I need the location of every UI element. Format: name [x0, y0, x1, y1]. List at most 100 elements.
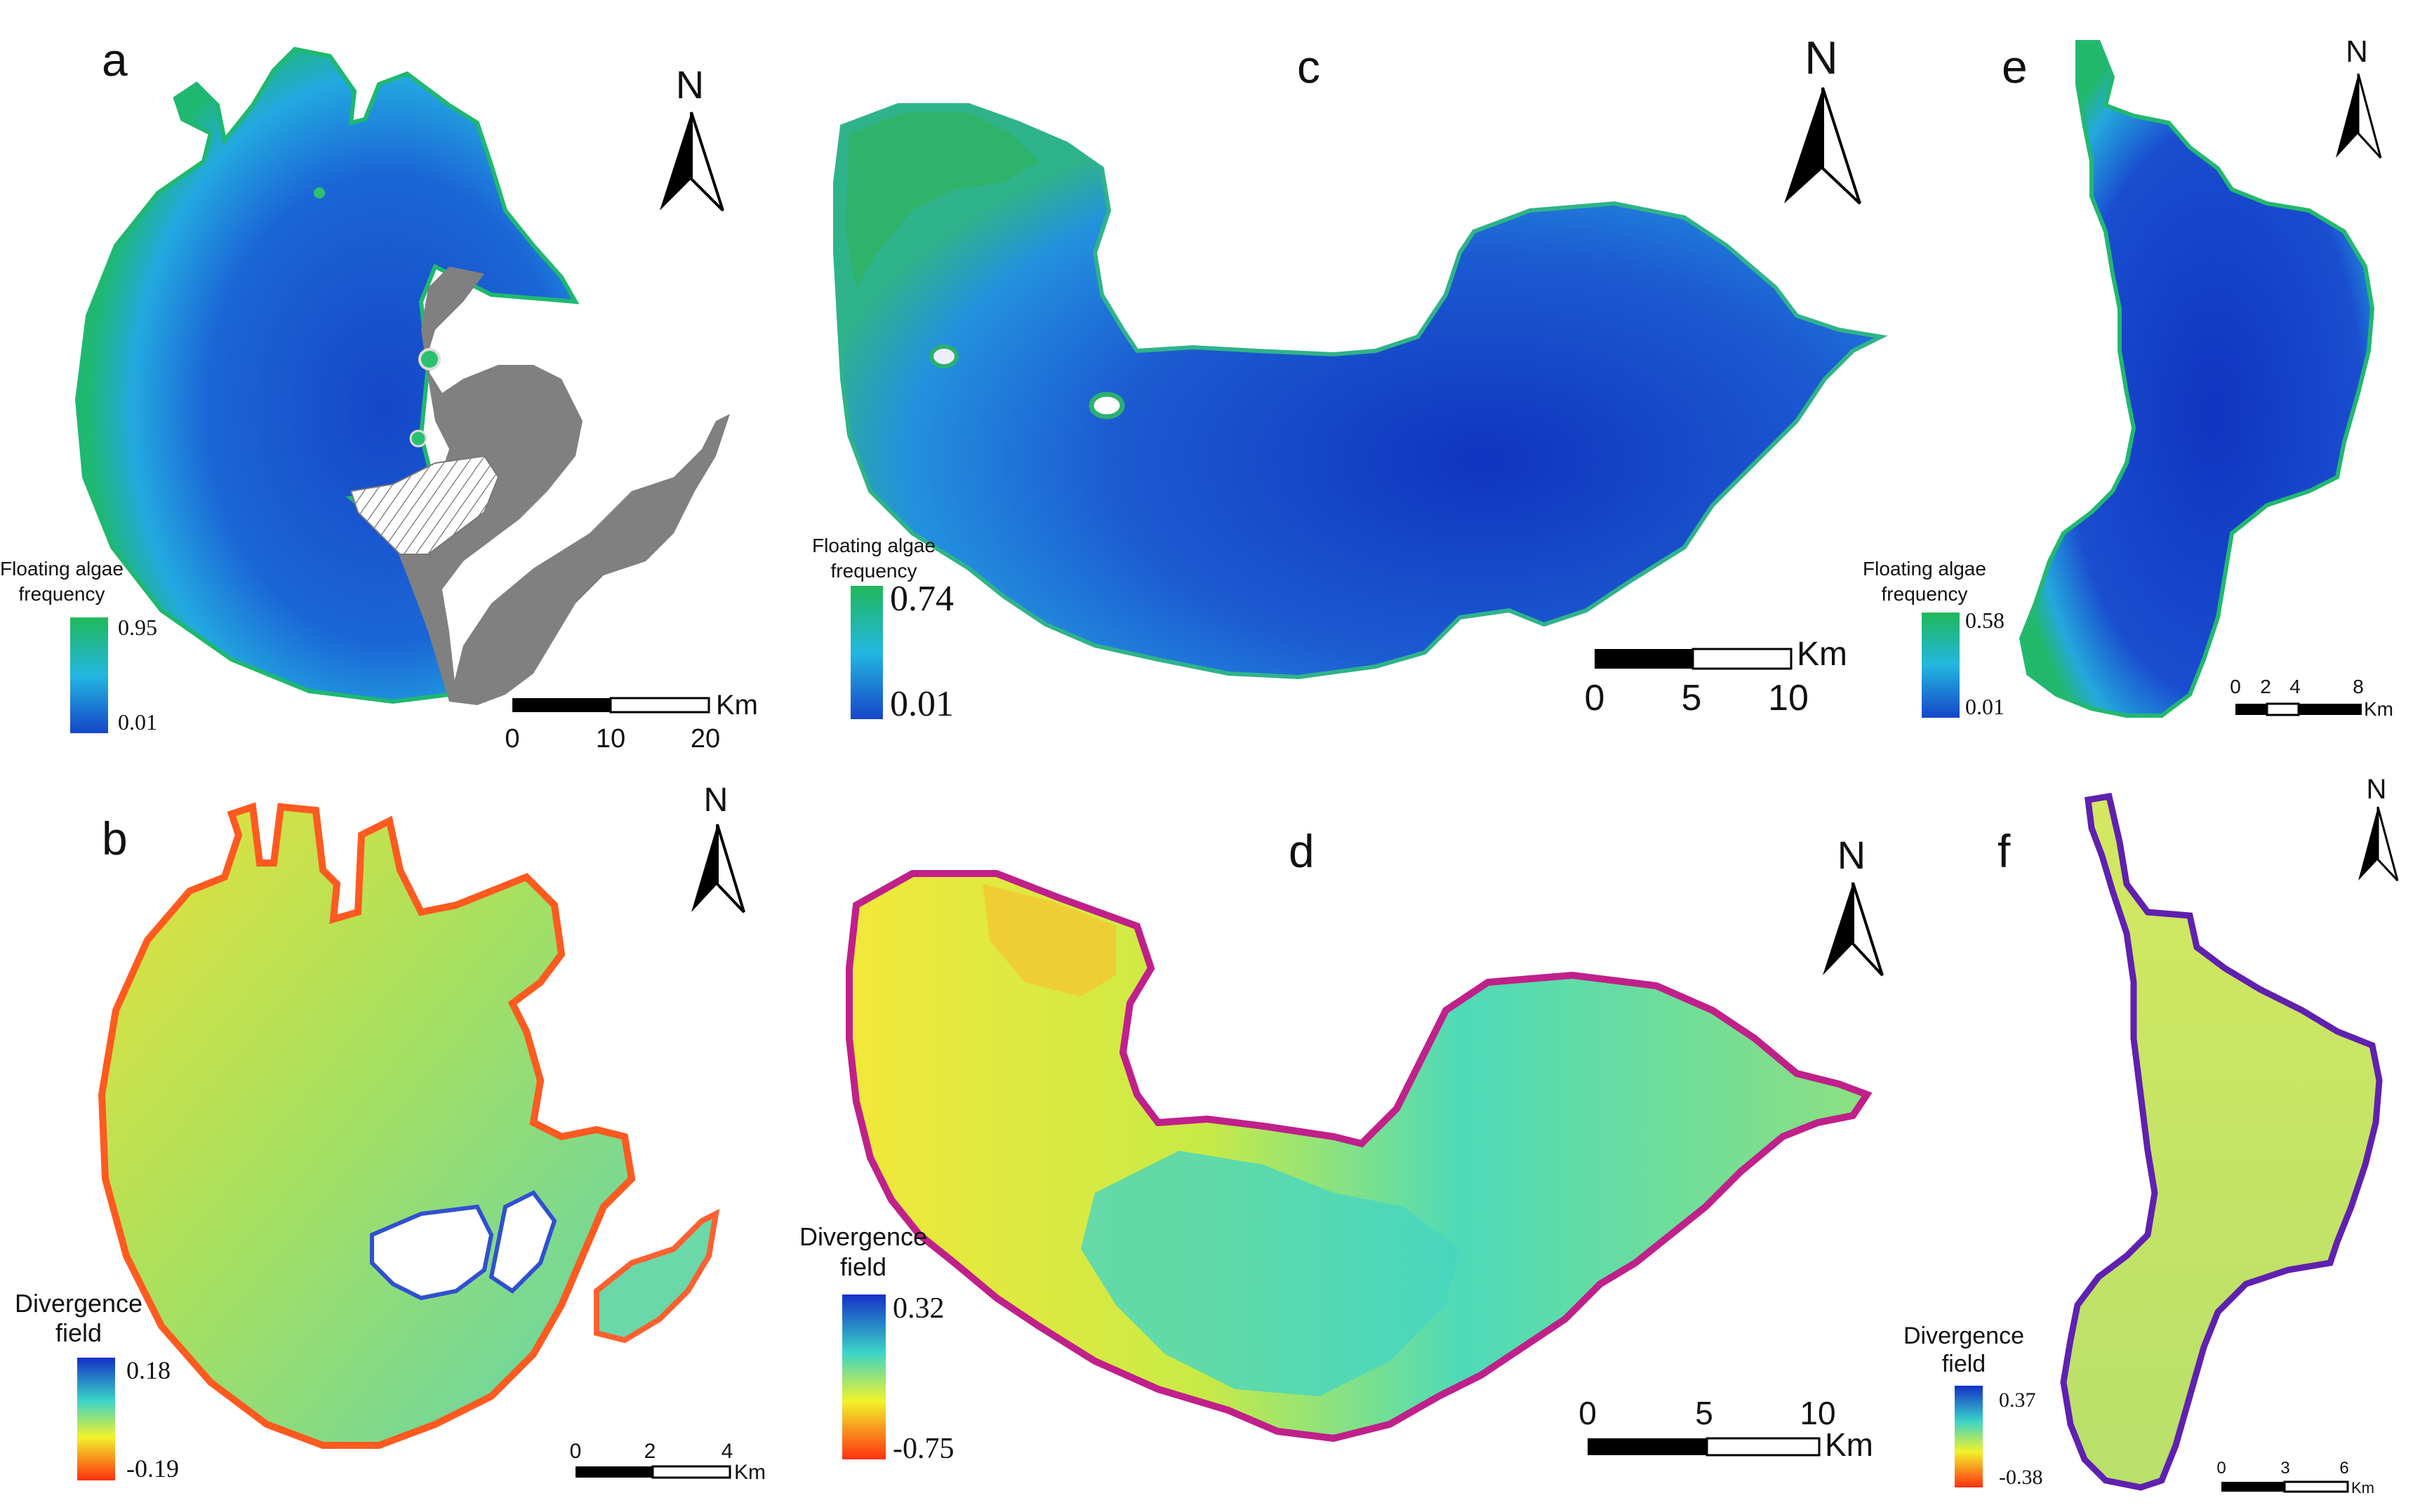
- scale-bar-a: 0 10 20 Km: [505, 690, 758, 754]
- legend-c-min: 0.01: [890, 684, 954, 724]
- lake-f-divergence-map: [2060, 792, 2383, 1491]
- legend-f: Divergence field 0.37 -0.38: [1903, 1323, 2042, 1489]
- island-c-1: [929, 344, 959, 368]
- scale-a-tick-1: 10: [596, 724, 625, 754]
- panel-e: [2019, 40, 2375, 718]
- legend-c-colorbar: [851, 586, 883, 719]
- north-arrow-b: N: [691, 782, 745, 914]
- north-arrow-e: N: [2336, 34, 2382, 159]
- legend-a-title-2: frequency: [19, 583, 105, 605]
- scale-b-unit: Km: [734, 1461, 766, 1484]
- legend-d-colorbar: [842, 1294, 886, 1459]
- gap-b-2: [488, 1190, 557, 1294]
- scale-d-unit: Km: [1825, 1426, 1873, 1463]
- north-label-c: N: [1804, 32, 1838, 83]
- scale-f-tick-0: 0: [2216, 1459, 2226, 1478]
- legend-a-max: 0.95: [118, 615, 157, 640]
- legend-f-colorbar: [1955, 1386, 1983, 1487]
- north-arrow-a: N: [660, 62, 724, 212]
- north-arrow-f: N: [2358, 774, 2399, 882]
- scale-b-tick-2: 4: [722, 1440, 733, 1463]
- scale-e-unit: Km: [2364, 698, 2393, 720]
- north-arrow-c: N: [1784, 32, 1861, 205]
- legend-e: Floating algae frequency 0.58 0.01: [1863, 558, 2005, 719]
- panel-letter-b: b: [102, 812, 128, 864]
- legend-b-title-2: field: [55, 1318, 102, 1347]
- legend-a-colorbar: [70, 617, 108, 733]
- legend-d-title-2: field: [840, 1252, 886, 1281]
- scale-b-tick-1: 2: [644, 1440, 656, 1463]
- scale-c-unit: Km: [1797, 636, 1847, 673]
- legend-c-title-1: Floating algae: [812, 535, 936, 556]
- hatched-zone-a: [350, 455, 500, 555]
- legend-a: Floating algae frequency 0.95 0.01: [0, 558, 157, 735]
- north-label-e: N: [2346, 34, 2368, 69]
- panel-letter-c: c: [1297, 41, 1320, 93]
- scale-bar-f: 0 3 6 Km: [2216, 1459, 2374, 1497]
- scale-d-tick-0: 0: [1578, 1395, 1597, 1431]
- scale-bar-d: 0 5 10 Km: [1578, 1395, 1873, 1463]
- scale-c-tick-0: 0: [1585, 678, 1605, 718]
- gap-b-1: [370, 1204, 494, 1301]
- legend-d-max: 0.32: [893, 1292, 945, 1325]
- legend-e-min: 0.01: [1965, 694, 2005, 719]
- legend-b: Divergence field 0.18 -0.19: [15, 1289, 179, 1483]
- scale-c-tick-1: 5: [1682, 678, 1702, 718]
- panel-letter-f: f: [1997, 825, 2011, 877]
- scale-c-tick-2: 10: [1768, 678, 1809, 718]
- lake-e-frequency-map: [2019, 40, 2375, 718]
- scale-a-tick-2: 20: [691, 724, 720, 754]
- legend-c-max: 0.74: [890, 579, 954, 619]
- legend-e-colorbar: [1922, 613, 1960, 718]
- legend-c: Floating algae frequency 0.74 0.01: [812, 535, 954, 724]
- island-c-2: [1089, 392, 1125, 420]
- legend-b-title-1: Divergence: [15, 1289, 142, 1318]
- scale-bar-e: 0 2 4 8 Km: [2230, 676, 2393, 720]
- legend-c-title-2: frequency: [831, 560, 917, 582]
- teal-zone-d: [1081, 1151, 1460, 1396]
- panel-letter-d: d: [1289, 825, 1315, 877]
- legend-a-title-1: Floating algae: [0, 558, 124, 580]
- legend-f-min: -0.38: [1999, 1466, 2043, 1489]
- legend-d: Divergence field 0.32 -0.75: [799, 1222, 955, 1465]
- legend-e-max: 0.58: [1965, 608, 2005, 633]
- legend-e-title-2: frequency: [1882, 583, 1968, 605]
- scale-e-tick-2: 4: [2289, 676, 2301, 697]
- legend-e-title-1: Floating algae: [1863, 558, 1986, 580]
- scale-e-tick-1: 2: [2260, 676, 2271, 697]
- algae-zone-c: [846, 112, 1039, 288]
- legend-d-title-1: Divergence: [799, 1222, 927, 1251]
- scale-bar-c: 0 5 10 Km: [1585, 636, 1847, 718]
- north-label-f: N: [2367, 774, 2387, 805]
- panel-d: [846, 870, 1873, 1443]
- land-area-a-east: [449, 414, 730, 705]
- panel-a: [74, 46, 730, 705]
- legend-d-min: -0.75: [893, 1433, 955, 1465]
- scale-bar-b: 0 2 4 Km: [570, 1440, 766, 1484]
- scale-a-tick-0: 0: [505, 724, 519, 754]
- scale-f-tick-2: 6: [2339, 1459, 2348, 1478]
- island-a-2: [409, 429, 427, 448]
- lake-b-divergence-map: [98, 802, 636, 1449]
- lake-c-frequency-map: [833, 103, 1888, 680]
- island-a-1: [418, 348, 441, 370]
- orange-zone-d: [983, 884, 1116, 996]
- scale-a-unit: Km: [716, 690, 758, 721]
- legend-b-min: -0.19: [126, 1454, 179, 1483]
- legend-b-max: 0.18: [126, 1356, 171, 1384]
- island-a-3: [314, 187, 325, 199]
- scale-f-tick-1: 3: [2280, 1459, 2289, 1478]
- panel-b: [98, 802, 720, 1449]
- legend-f-title-2: field: [1942, 1351, 1986, 1377]
- panel-f: [2060, 792, 2383, 1491]
- north-label-a: N: [676, 62, 704, 107]
- north-arrow-d: N: [1823, 833, 1884, 977]
- scale-e-tick-0: 0: [2230, 676, 2241, 697]
- lake-b-east-arm: [594, 1208, 720, 1344]
- legend-f-max: 0.37: [1999, 1389, 2036, 1412]
- scale-e-tick-3: 8: [2353, 676, 2364, 697]
- north-label-d: N: [1837, 833, 1866, 877]
- north-label-b: N: [704, 782, 729, 819]
